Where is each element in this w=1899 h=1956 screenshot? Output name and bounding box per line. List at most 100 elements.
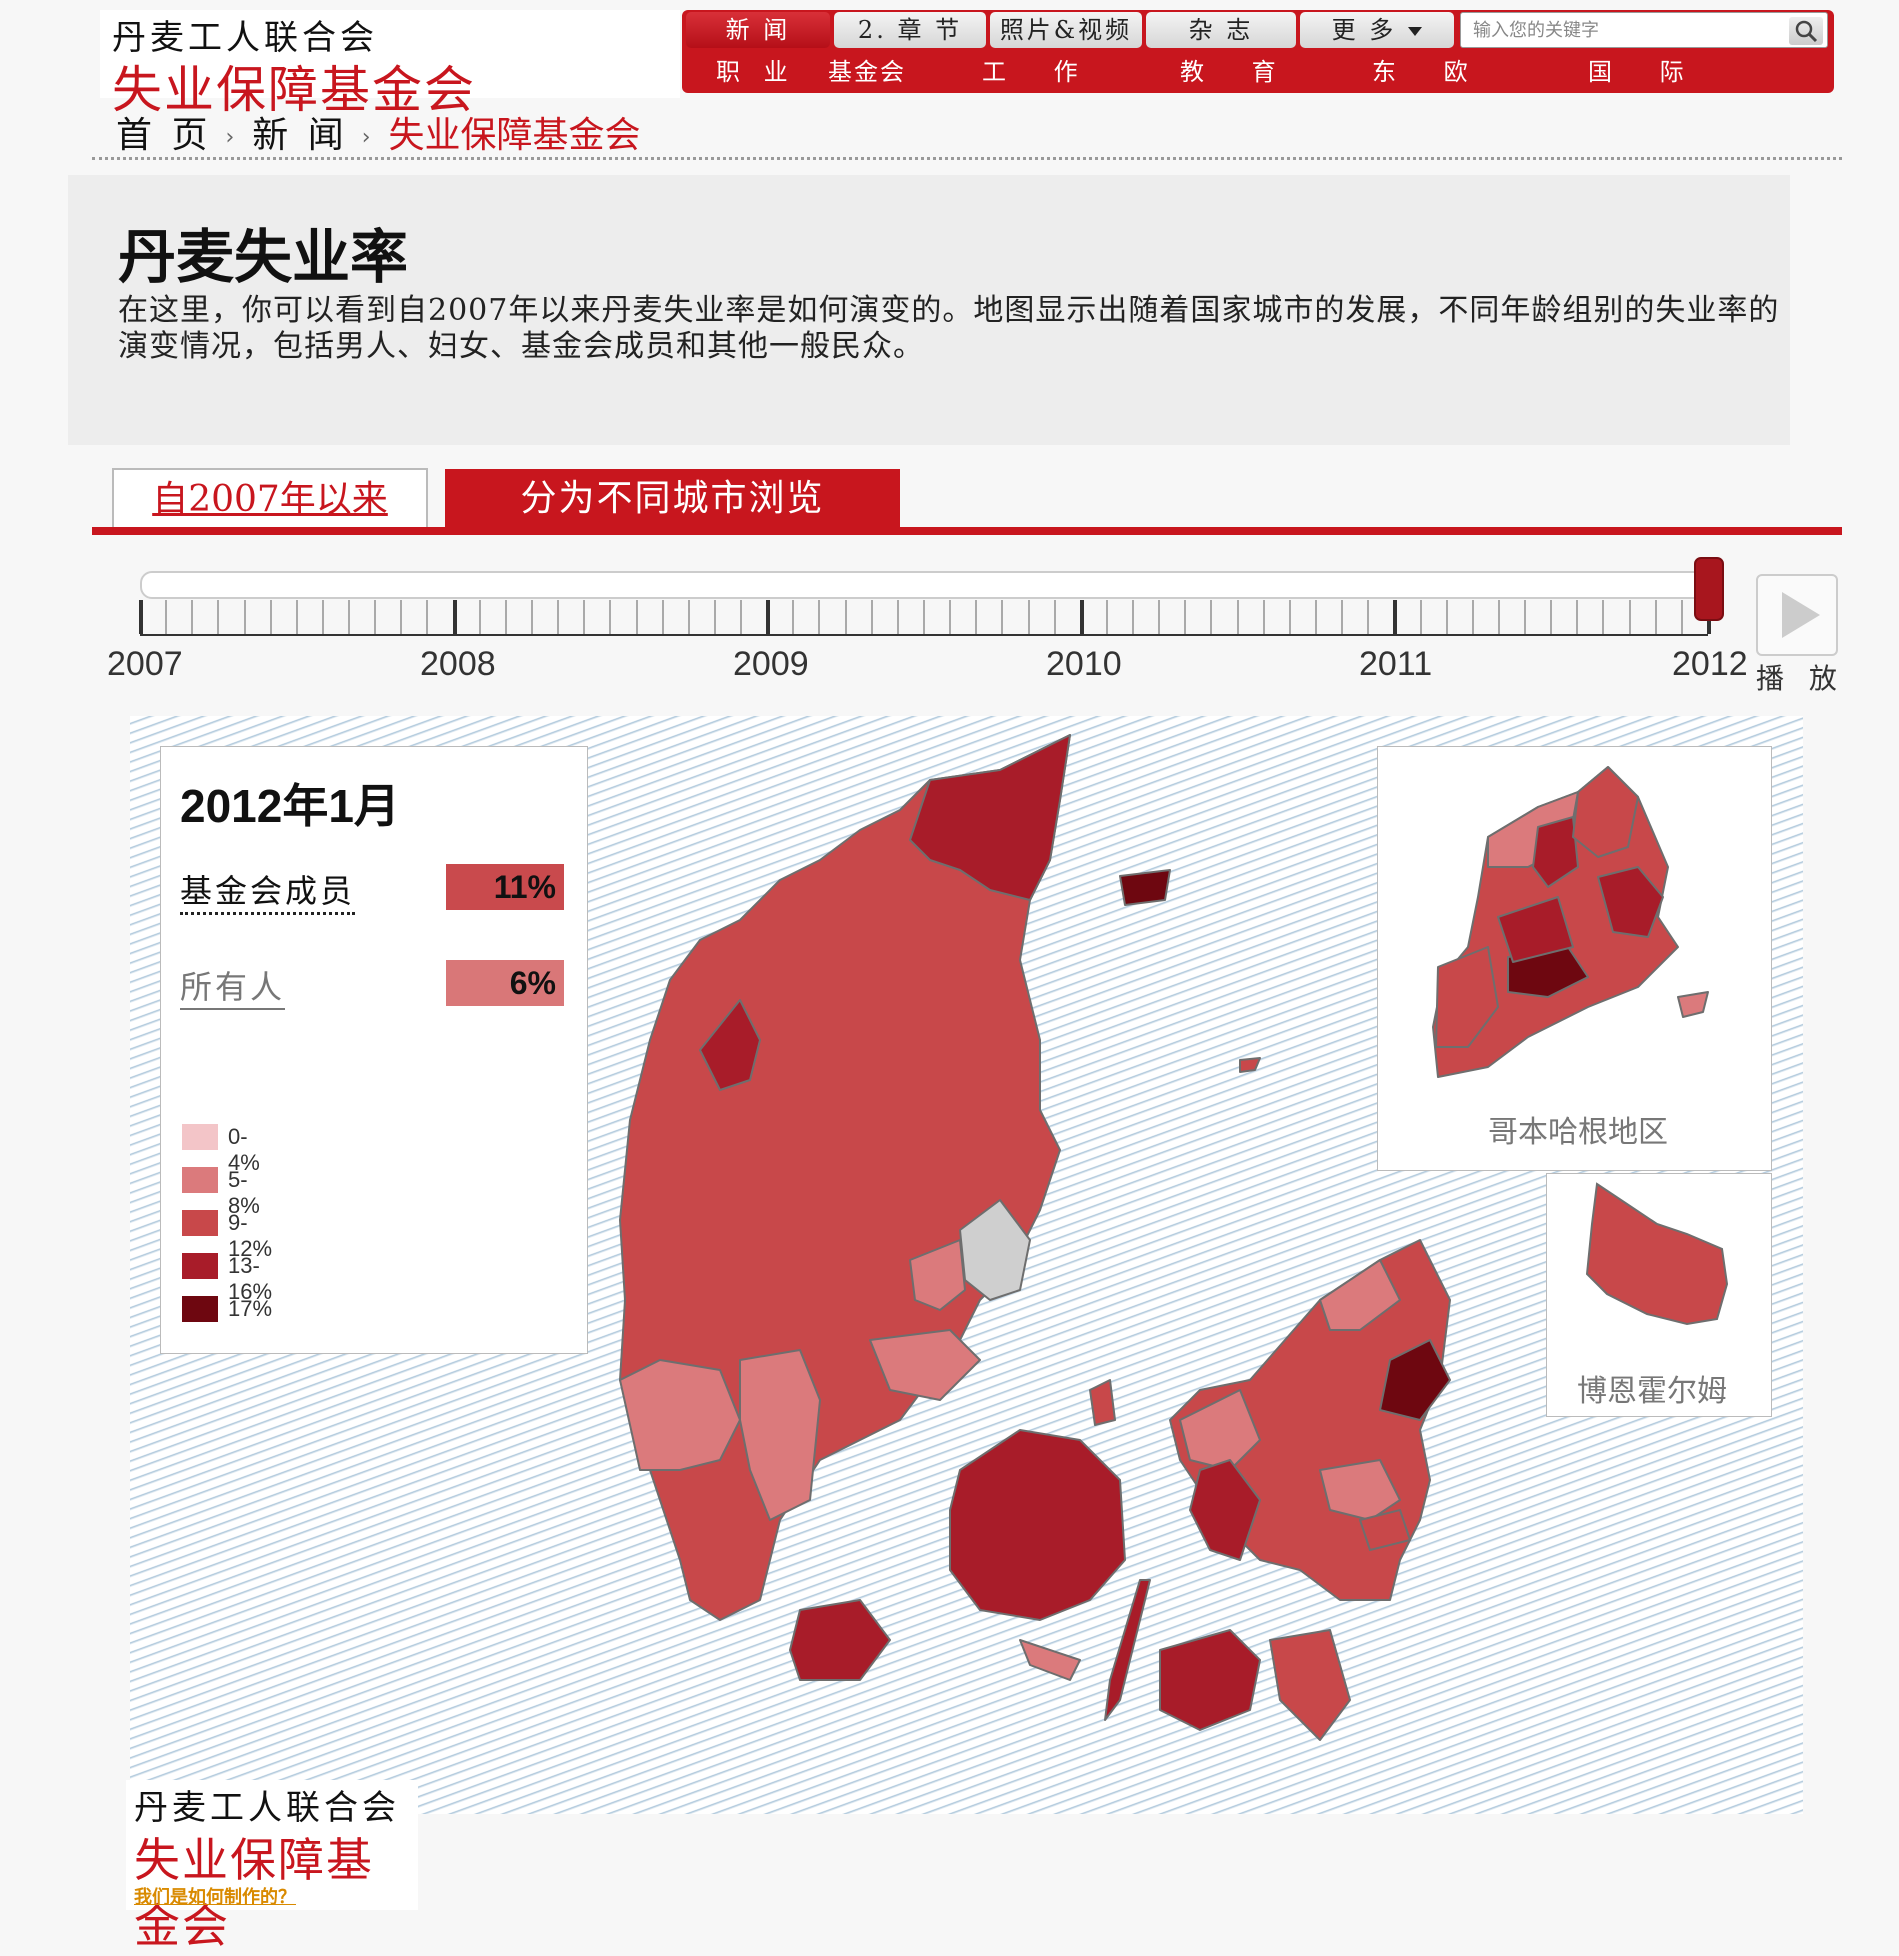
timeline-tick — [1132, 600, 1135, 634]
nav-education[interactable]: 教 育 — [1180, 58, 1296, 86]
timeline-tick — [348, 600, 351, 634]
timeline-year-label: 2012 — [1672, 645, 1748, 683]
region-copenhagen-city — [1379, 1339, 1451, 1421]
nav-fund[interactable]: 基金会 — [828, 58, 906, 86]
timeline-tick — [217, 600, 220, 634]
play-button[interactable] — [1756, 574, 1838, 656]
nav-photos-videos[interactable]: 照片&视频 — [990, 12, 1142, 48]
tab-since-2007[interactable]: 自2007年以来 — [112, 468, 428, 528]
timeline-tick — [923, 600, 925, 634]
timeline-tick — [1027, 600, 1030, 634]
nav-chapters[interactable]: 2. 章 节 — [834, 12, 986, 48]
legend-label: 17% — [228, 1296, 273, 1321]
nav-international[interactable]: 国 际 — [1588, 58, 1704, 86]
inset-caption-bornholm: 博恩霍尔姆 — [1577, 1374, 1727, 1409]
timeline-tick — [1471, 600, 1474, 634]
timeline-tick — [1236, 600, 1239, 634]
timeline-tick — [504, 600, 507, 634]
region-laeso — [1119, 869, 1171, 906]
breadcrumb-home[interactable]: 首 页 — [116, 115, 212, 156]
nav-career[interactable]: 职 业 — [716, 58, 796, 86]
timeline-tick — [1367, 600, 1370, 634]
footer-logo: 丹麦工人联合会 失业保障基金会 我们是如何制作的？ — [126, 1780, 418, 1953]
tab-since-2007-label: 自2007年以来 — [152, 479, 388, 520]
timeline-slider-track[interactable] — [140, 571, 1712, 599]
region-slagelse — [1189, 1459, 1261, 1561]
nav-magazine[interactable]: 杂 志 — [1146, 12, 1296, 48]
timeline-tick — [583, 600, 586, 634]
timeline-tick — [1445, 600, 1448, 634]
timeline-tick — [844, 600, 847, 634]
nav-news[interactable]: 新 闻 — [686, 12, 830, 48]
timeline-tick — [975, 600, 978, 634]
legend-panel — [160, 746, 588, 1354]
region-randers — [909, 1239, 966, 1311]
tab-by-city[interactable]: 分为不同城市浏览 — [445, 469, 900, 529]
timeline-year-label: 2011 — [1359, 645, 1433, 683]
timeline-year-label: 2008 — [420, 645, 496, 683]
how-we-made-it-link[interactable]: 我们是如何制作的？ — [134, 1887, 296, 1908]
region-moen — [1359, 1509, 1411, 1551]
region-langeland — [1104, 1579, 1151, 1721]
legend-swatch — [182, 1296, 218, 1322]
legend-swatch — [182, 1124, 218, 1150]
region-naestved — [1319, 1459, 1401, 1521]
timeline-tick — [426, 600, 429, 634]
search-icon — [1795, 20, 1818, 43]
timeline-tick — [374, 600, 377, 634]
timeline-slider-handle[interactable] — [1694, 557, 1724, 621]
timeline-tick — [557, 600, 560, 634]
inset-caption-copenhagen: 哥本哈根地区 — [1488, 1115, 1668, 1150]
region-funen — [949, 1429, 1126, 1621]
timeline-year-label: 2009 — [733, 645, 809, 683]
region-west-jutland — [619, 1359, 741, 1471]
timeline-tick — [1158, 600, 1161, 634]
timeline-tick — [478, 600, 481, 634]
nav-work[interactable]: 工 作 — [982, 58, 1098, 86]
timeline-tick — [243, 600, 246, 634]
brand-logo[interactable]: 丹麦工人联合会 失业保障基金会 — [100, 10, 680, 119]
timeline-tick — [1210, 600, 1213, 634]
timeline-tick — [1053, 600, 1056, 634]
legend-label: 9-12% — [228, 1210, 273, 1261]
legend-swatch — [182, 1253, 218, 1279]
timeline-baseline — [140, 634, 1708, 636]
play-label: 播 放 — [1756, 662, 1845, 695]
timeline-tick — [635, 600, 638, 634]
region-anholt — [1239, 1057, 1261, 1073]
timeline-tick — [1262, 600, 1265, 634]
region-esbjerg — [739, 1349, 821, 1521]
chevron-right-icon: › — [225, 124, 239, 150]
stat-label-all[interactable]: 所有人 — [180, 962, 286, 1010]
timeline-tick — [1576, 600, 1579, 634]
legend-swatch — [182, 1167, 218, 1193]
search-input[interactable]: 输入您的关键字 — [1460, 12, 1828, 48]
timeline-tick — [452, 600, 457, 634]
timeline-tick — [139, 600, 143, 634]
search-button[interactable] — [1789, 17, 1823, 45]
timeline-tick — [1184, 600, 1187, 634]
timeline-tick — [269, 600, 272, 634]
page-title: 丹麦失业率 — [118, 223, 409, 291]
timeline-tick — [766, 600, 771, 634]
breadcrumb-news[interactable]: 新 闻 — [252, 115, 348, 156]
timeline-tick — [191, 600, 194, 634]
timeline-tick — [687, 600, 690, 634]
copenhagen-map — [1432, 766, 1709, 1078]
region-guldborgsund — [1269, 1629, 1351, 1741]
stat-bar-all: 6% — [446, 960, 564, 1006]
breadcrumb-current: 失业保障基金会 — [388, 115, 641, 156]
timeline-tick — [1105, 600, 1108, 634]
nav-more[interactable]: 更 多 — [1300, 12, 1454, 48]
denmark-map — [619, 734, 1451, 1741]
timeline-tick — [1628, 600, 1631, 634]
stat-label-members[interactable]: 基金会成员 — [180, 866, 356, 915]
inset-bornholm[interactable]: 博恩霍尔姆 — [1546, 1173, 1772, 1417]
timeline-tick — [818, 600, 821, 634]
inset-copenhagen[interactable]: 哥本哈根地区 — [1377, 746, 1772, 1171]
timeline-year-label: 2010 — [1046, 645, 1122, 683]
panel-date: 2012年1月 — [180, 780, 400, 832]
timeline-tick — [165, 600, 168, 634]
nav-eastern-europe[interactable]: 东 欧 — [1372, 58, 1488, 86]
timeline-tick — [870, 600, 873, 634]
